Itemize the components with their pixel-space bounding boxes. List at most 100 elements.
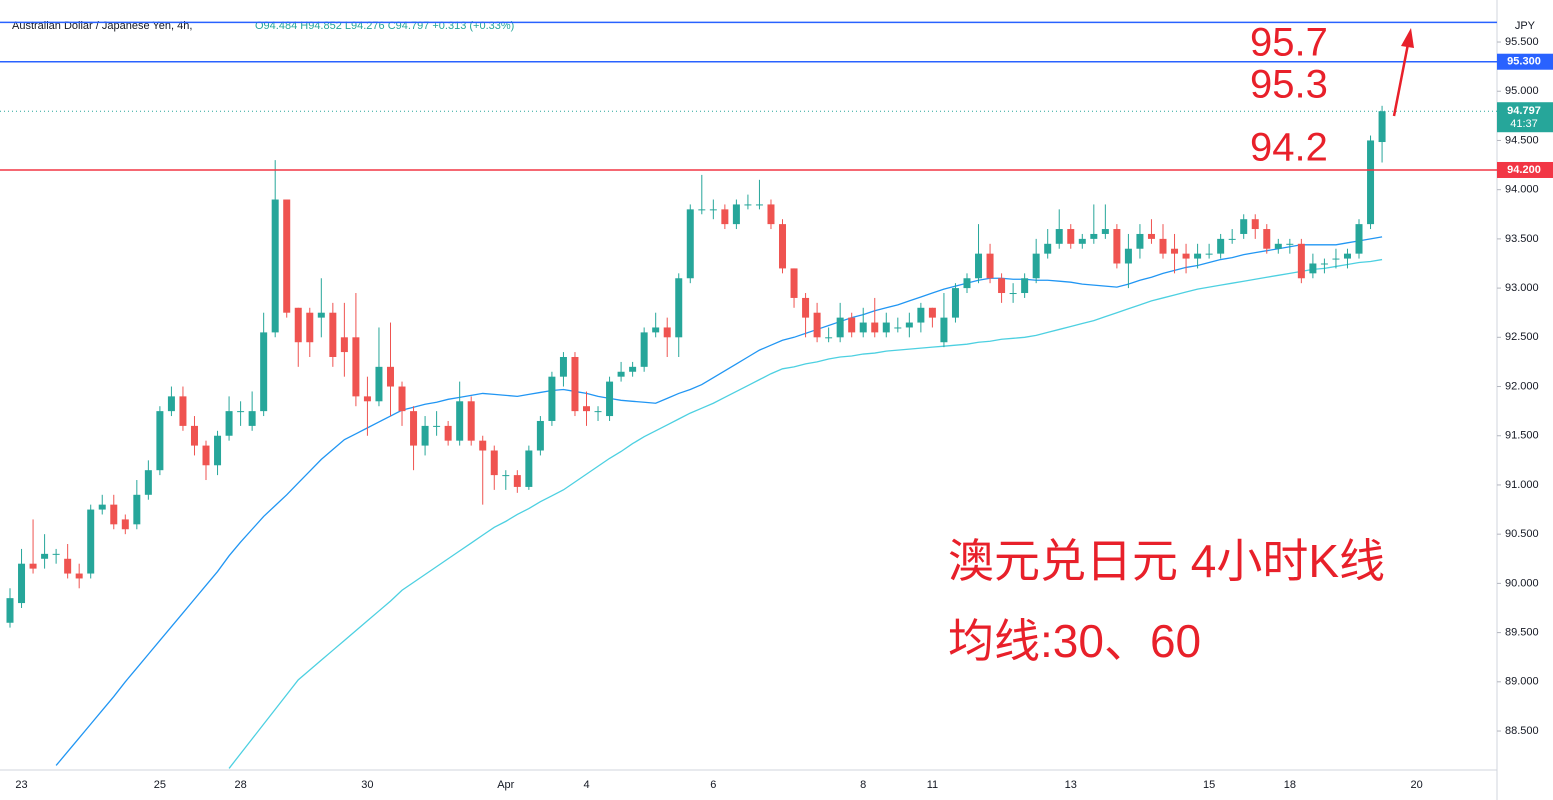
candle-body [271,199,279,333]
candle-body [548,376,556,421]
candle-body [502,475,510,477]
candle-body [779,224,787,269]
moving-average-line [55,236,1383,766]
marks: 88.500 89.000 89.500 90.000 90.500 91.000 91.5… [0,21,1553,791]
candle-body [1021,278,1029,294]
y-tick-label: 95.500 [1505,36,1539,48]
x-tick-label: 8 [860,779,866,791]
y-tick-label: 89.500 [1505,627,1539,639]
candle-body [133,494,141,525]
candle-body [917,307,925,323]
level-label: 94.200 [1507,164,1541,176]
candle-body [836,317,844,338]
candle-body [767,204,775,225]
candle-body [248,411,256,426]
x-tick-label: 23 [15,779,27,791]
candle-body [594,411,602,413]
y-tick-label: 94.500 [1505,134,1539,146]
candle-body [998,278,1006,294]
candle-body [433,425,441,427]
y-tick-label: 91.500 [1505,430,1539,442]
candle-body [1171,248,1179,254]
candle-body [928,307,936,318]
level-label-box [1497,53,1553,70]
candle-body [190,425,198,446]
candle-body [1251,219,1259,230]
candle-body [479,440,487,451]
candle-body [1274,243,1282,249]
candle-body [490,450,498,476]
candle-body [698,209,706,211]
candle-body [755,204,763,206]
candle-body [1044,243,1052,254]
candle-body [859,322,867,333]
candle-body [802,297,810,318]
candle-body [525,450,533,487]
candle-body [848,317,856,333]
countdown-label: 41:37 [1510,118,1538,130]
candle-body [975,253,983,279]
candle-body [398,386,406,412]
candle-body [1286,243,1294,245]
candle-body [1136,233,1144,249]
arrow-head [1401,28,1414,48]
candle-body [87,509,95,574]
currency-label: JPY [1515,20,1536,32]
candle-body [1078,238,1086,244]
annotation: 95.3 [1250,63,1328,107]
x-tick-label: 25 [154,779,166,791]
candle-body [709,209,717,211]
candle-body [1343,253,1351,259]
candle-body [167,396,175,412]
candle-body [467,401,475,441]
y-tick-label: 93.000 [1505,282,1539,294]
candle-body [1113,229,1121,264]
x-tick-label: 20 [1411,779,1423,791]
candle-body [352,337,360,397]
y-tick-label: 91.000 [1505,479,1539,491]
y-tick-label: 88.500 [1505,725,1539,737]
candle-body [202,445,210,466]
candle-body [75,573,83,579]
y-tick-label: 93.500 [1505,233,1539,245]
candle-body [1159,238,1167,254]
candle-body [1355,224,1363,254]
candle-body [410,411,418,446]
candle-body [871,322,879,333]
last-price-box [1497,102,1553,133]
x-tick-label: 6 [710,779,716,791]
candle-body [283,199,291,313]
candle-body [1205,253,1213,255]
candle-body [386,366,394,387]
candle-body [1320,263,1328,265]
candle-body [1378,111,1386,143]
candle-body [225,411,233,436]
candle-body [237,411,245,413]
y-tick-label: 89.000 [1505,676,1539,688]
candle-body [340,337,348,353]
annotation: 95.7 [1250,21,1328,65]
candle-body [52,553,60,555]
candle-body [571,356,579,412]
candle-body [294,307,302,343]
candle-body [963,278,971,289]
candle-body [732,204,740,225]
annotation: 94.2 [1250,126,1328,170]
candle-body [1009,293,1017,295]
candle-body [1309,263,1317,274]
candle-body [1067,229,1075,244]
candle-body [882,322,890,333]
x-tick-label: 11 [927,779,938,791]
y-tick-label: 92.000 [1505,380,1539,392]
y-tick-label: 90.500 [1505,528,1539,540]
candle-body [1147,233,1155,239]
last-price-label: 94.797 [1507,105,1541,117]
candle-body [18,563,26,604]
candle-body [606,381,614,417]
candle-body [744,204,752,206]
candle-body [1182,253,1190,259]
annotation: 澳元兑日元 4小时K线 [948,535,1385,587]
candle-body [1217,238,1225,254]
